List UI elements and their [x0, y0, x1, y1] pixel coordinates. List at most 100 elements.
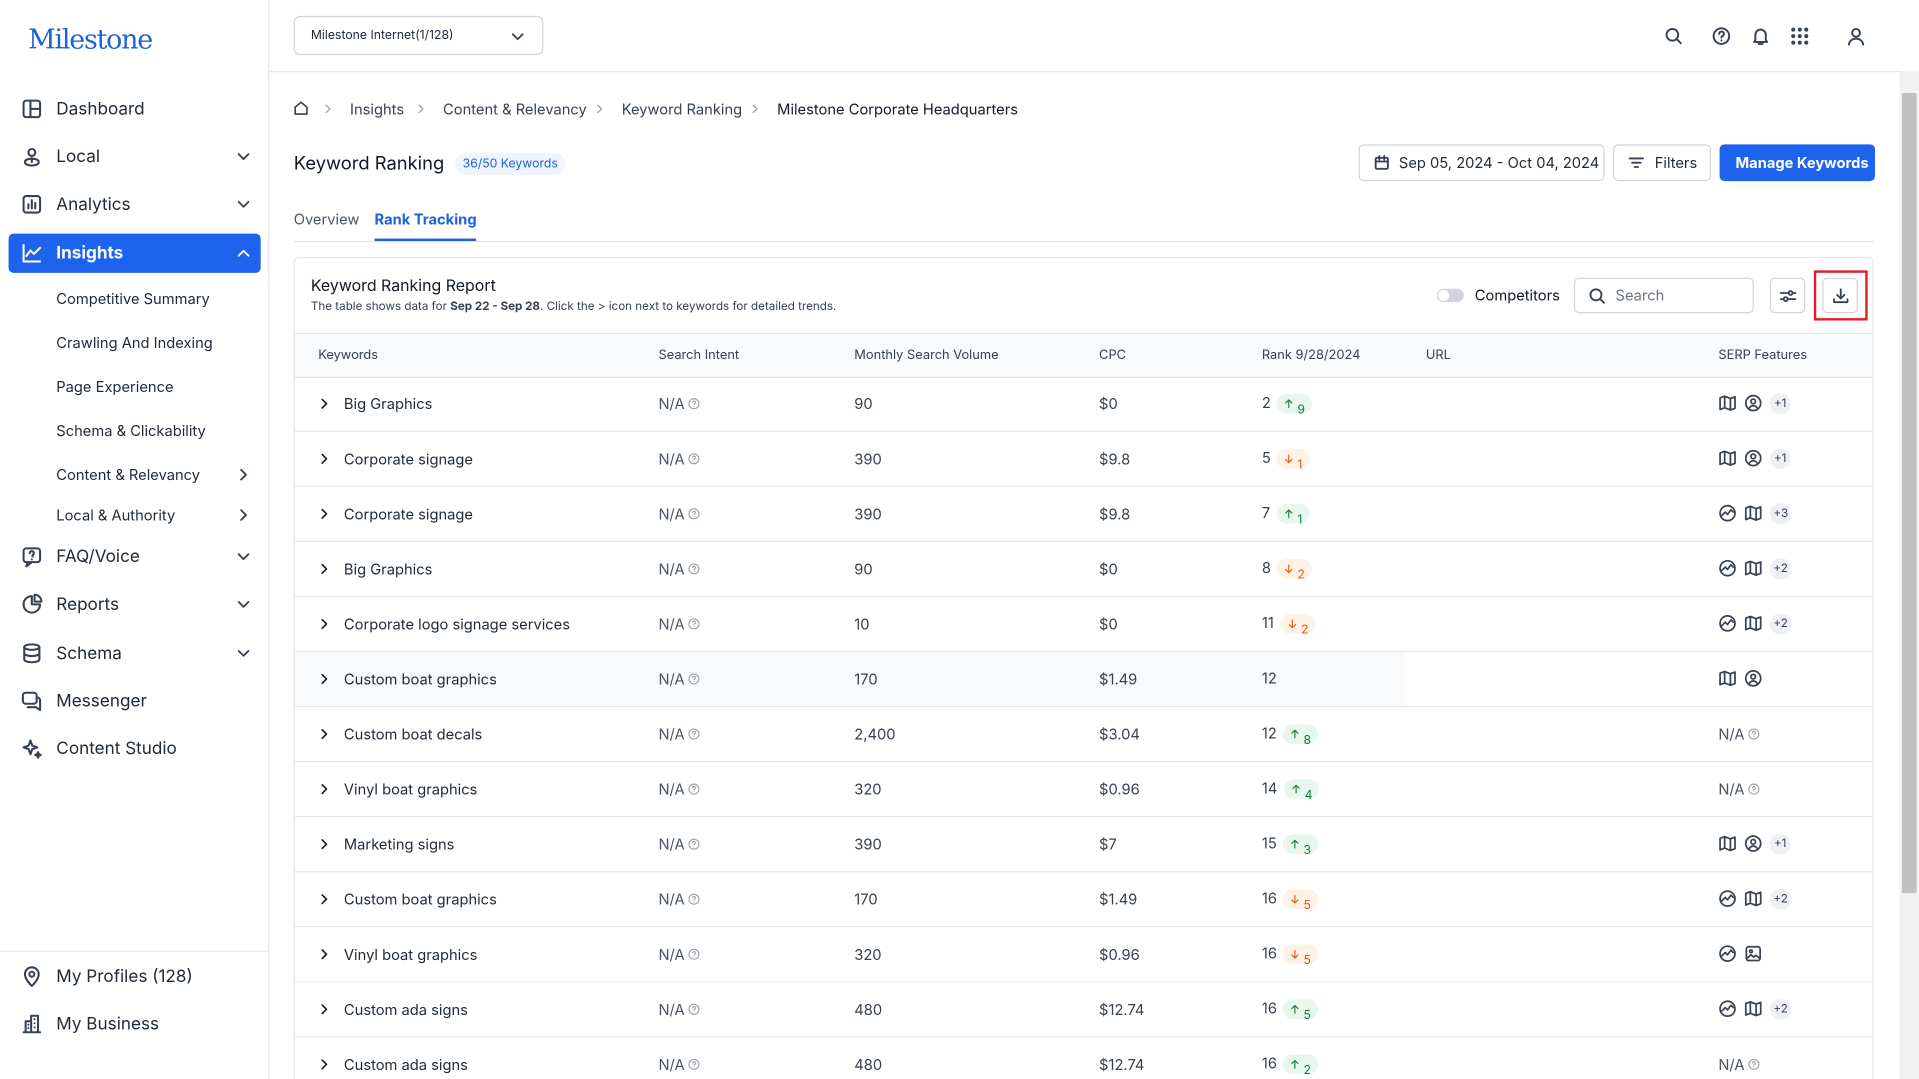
scrollbar-thumb[interactable]	[1901, 92, 1917, 894]
keyword[interactable]: Custom ada signs	[343, 1000, 468, 1019]
icon-part	[325, 104, 331, 114]
serp-more[interactable]: +3	[1769, 503, 1792, 525]
nav-active-bg	[8, 233, 261, 273]
footer-item[interactable]: My Business	[56, 1013, 160, 1035]
keyword[interactable]: Custom boat decals	[343, 724, 483, 744]
nav-item[interactable]: Insights	[56, 242, 124, 264]
expand-chevron[interactable]	[316, 615, 333, 632]
rank: 8	[1261, 558, 1271, 577]
expand-chevron[interactable]	[316, 781, 333, 798]
header-icon[interactable]	[1846, 26, 1867, 47]
nav-icon	[21, 691, 42, 711]
rank-change: 2	[1280, 614, 1316, 637]
nav-item[interactable]: Content Studio	[56, 738, 177, 760]
rank-change: 5	[1282, 944, 1319, 968]
rank: 16	[1261, 1053, 1277, 1073]
search-intent: N/A	[658, 394, 685, 413]
cpc: $12.74	[1099, 1000, 1145, 1019]
icon-part	[1748, 680, 1759, 685]
icon-part	[1719, 945, 1736, 962]
filters-button[interactable]: Filters	[1613, 144, 1712, 182]
tab[interactable]: Overview	[293, 209, 360, 229]
serp-icon	[1719, 395, 1736, 411]
nav-item[interactable]: Reports	[56, 593, 120, 615]
columns-button[interactable]	[1769, 277, 1806, 314]
download-button[interactable]	[1822, 277, 1858, 314]
change-value: 5	[1303, 897, 1311, 913]
info-icon	[688, 398, 700, 410]
rank-change: 3	[1282, 834, 1319, 858]
breadcrumb-item[interactable]: Insights	[350, 99, 405, 119]
nav-item[interactable]: FAQ/Voice	[56, 546, 140, 568]
serp-more[interactable]: +2	[1769, 888, 1792, 910]
expand-chevron[interactable]	[316, 1001, 333, 1018]
breadcrumb-item[interactable]: Keyword Ranking	[621, 99, 743, 119]
keyword[interactable]: Corporate logo signage services	[343, 614, 570, 634]
keyword[interactable]: Corporate signage	[343, 449, 473, 468]
keyword[interactable]: Custom boat graphics	[343, 890, 497, 909]
serp-more[interactable]: +2	[1769, 558, 1792, 580]
subnav-item[interactable]: Crawling And Indexing	[56, 333, 213, 352]
breadcrumb-item[interactable]: Content & Relevancy	[443, 99, 587, 119]
rank-change: 9	[1276, 393, 1313, 418]
expand-chevron[interactable]	[316, 836, 333, 853]
subnav-item[interactable]: Local & Authority	[56, 505, 176, 525]
nav-item[interactable]: Messenger	[56, 690, 147, 712]
nav-item[interactable]: Local	[56, 146, 100, 167]
icon-part	[1744, 505, 1762, 521]
subnav-item[interactable]: Page Experience	[56, 377, 174, 396]
logo[interactable]: Milestone	[28, 25, 153, 56]
header-icon[interactable]	[1711, 26, 1732, 47]
icon-part	[1744, 615, 1762, 632]
competitors-toggle[interactable]	[1436, 288, 1464, 303]
subnav-item[interactable]: Schema & Clickability	[56, 421, 206, 440]
icon-part	[1746, 953, 1761, 960]
serp-icon	[1744, 835, 1762, 852]
header-icon[interactable]	[1663, 26, 1684, 47]
icon-part	[418, 104, 424, 114]
expand-chevron[interactable]	[316, 450, 333, 467]
serp-more[interactable]: +1	[1769, 833, 1791, 855]
serp-more[interactable]: +1	[1769, 448, 1791, 470]
search-volume: 320	[854, 779, 882, 799]
rank: 15	[1261, 833, 1277, 853]
expand-chevron[interactable]	[316, 505, 333, 522]
expand-chevron[interactable]	[316, 1056, 333, 1073]
expand-chevron[interactable]	[316, 891, 333, 908]
keyword[interactable]: Vinyl boat graphics	[343, 945, 478, 964]
serp-more[interactable]: +1	[1769, 393, 1791, 415]
header-icon[interactable]	[1750, 26, 1771, 47]
expand-chevron[interactable]	[316, 395, 333, 412]
keyword[interactable]: Custom boat graphics	[343, 669, 497, 689]
icon-part	[29, 99, 42, 119]
tabs-border	[293, 241, 1874, 243]
date-range[interactable]: Sep 05, 2024 - Oct 04, 2024	[1358, 144, 1605, 182]
account-select[interactable]: Milestone Internet(1/128)	[293, 15, 544, 56]
header-icon[interactable]	[1789, 26, 1810, 47]
keyword[interactable]: Big Graphics	[343, 559, 433, 579]
manage-keywords-button[interactable]: Manage Keywords	[1719, 144, 1876, 182]
subnav-item[interactable]: Competitive Summary	[56, 289, 210, 308]
expand-chevron[interactable]	[316, 560, 333, 577]
keyword[interactable]: Marketing signs	[343, 834, 455, 854]
icon-part	[22, 195, 42, 214]
change-value: 9	[1297, 402, 1305, 418]
search-input[interactable]: Search	[1573, 277, 1754, 314]
subnav-item[interactable]: Content & Relevancy	[56, 465, 201, 484]
nav-item[interactable]: Dashboard	[56, 98, 145, 120]
expand-chevron[interactable]	[316, 670, 333, 687]
keyword[interactable]: Custom ada signs	[343, 1055, 468, 1074]
serp-more[interactable]: +2	[1769, 998, 1792, 1020]
footer-item[interactable]: My Profiles (128)	[56, 965, 193, 987]
nav-item[interactable]: Analytics	[56, 193, 131, 215]
expand-chevron[interactable]	[316, 725, 333, 742]
info-icon	[688, 948, 700, 960]
nav-item[interactable]: Schema	[56, 642, 122, 664]
nav-icon	[23, 147, 40, 167]
keyword[interactable]: Corporate signage	[343, 504, 473, 524]
keyword[interactable]: Big Graphics	[343, 394, 433, 413]
serp-more[interactable]: +2	[1769, 613, 1792, 635]
tab[interactable]: Rank Tracking	[374, 209, 477, 229]
keyword[interactable]: Vinyl boat graphics	[343, 779, 478, 799]
expand-chevron[interactable]	[316, 946, 333, 963]
